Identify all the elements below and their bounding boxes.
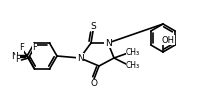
Text: N: N xyxy=(11,51,17,60)
Text: N: N xyxy=(77,54,83,62)
Text: N: N xyxy=(105,39,111,48)
Text: F: F xyxy=(32,43,37,53)
Text: OH: OH xyxy=(162,36,174,45)
Text: F: F xyxy=(15,56,20,65)
Text: F: F xyxy=(19,43,24,53)
Text: O: O xyxy=(91,80,98,88)
Text: CH₃: CH₃ xyxy=(126,60,140,70)
Text: CH₃: CH₃ xyxy=(126,48,140,56)
Text: S: S xyxy=(90,22,96,30)
